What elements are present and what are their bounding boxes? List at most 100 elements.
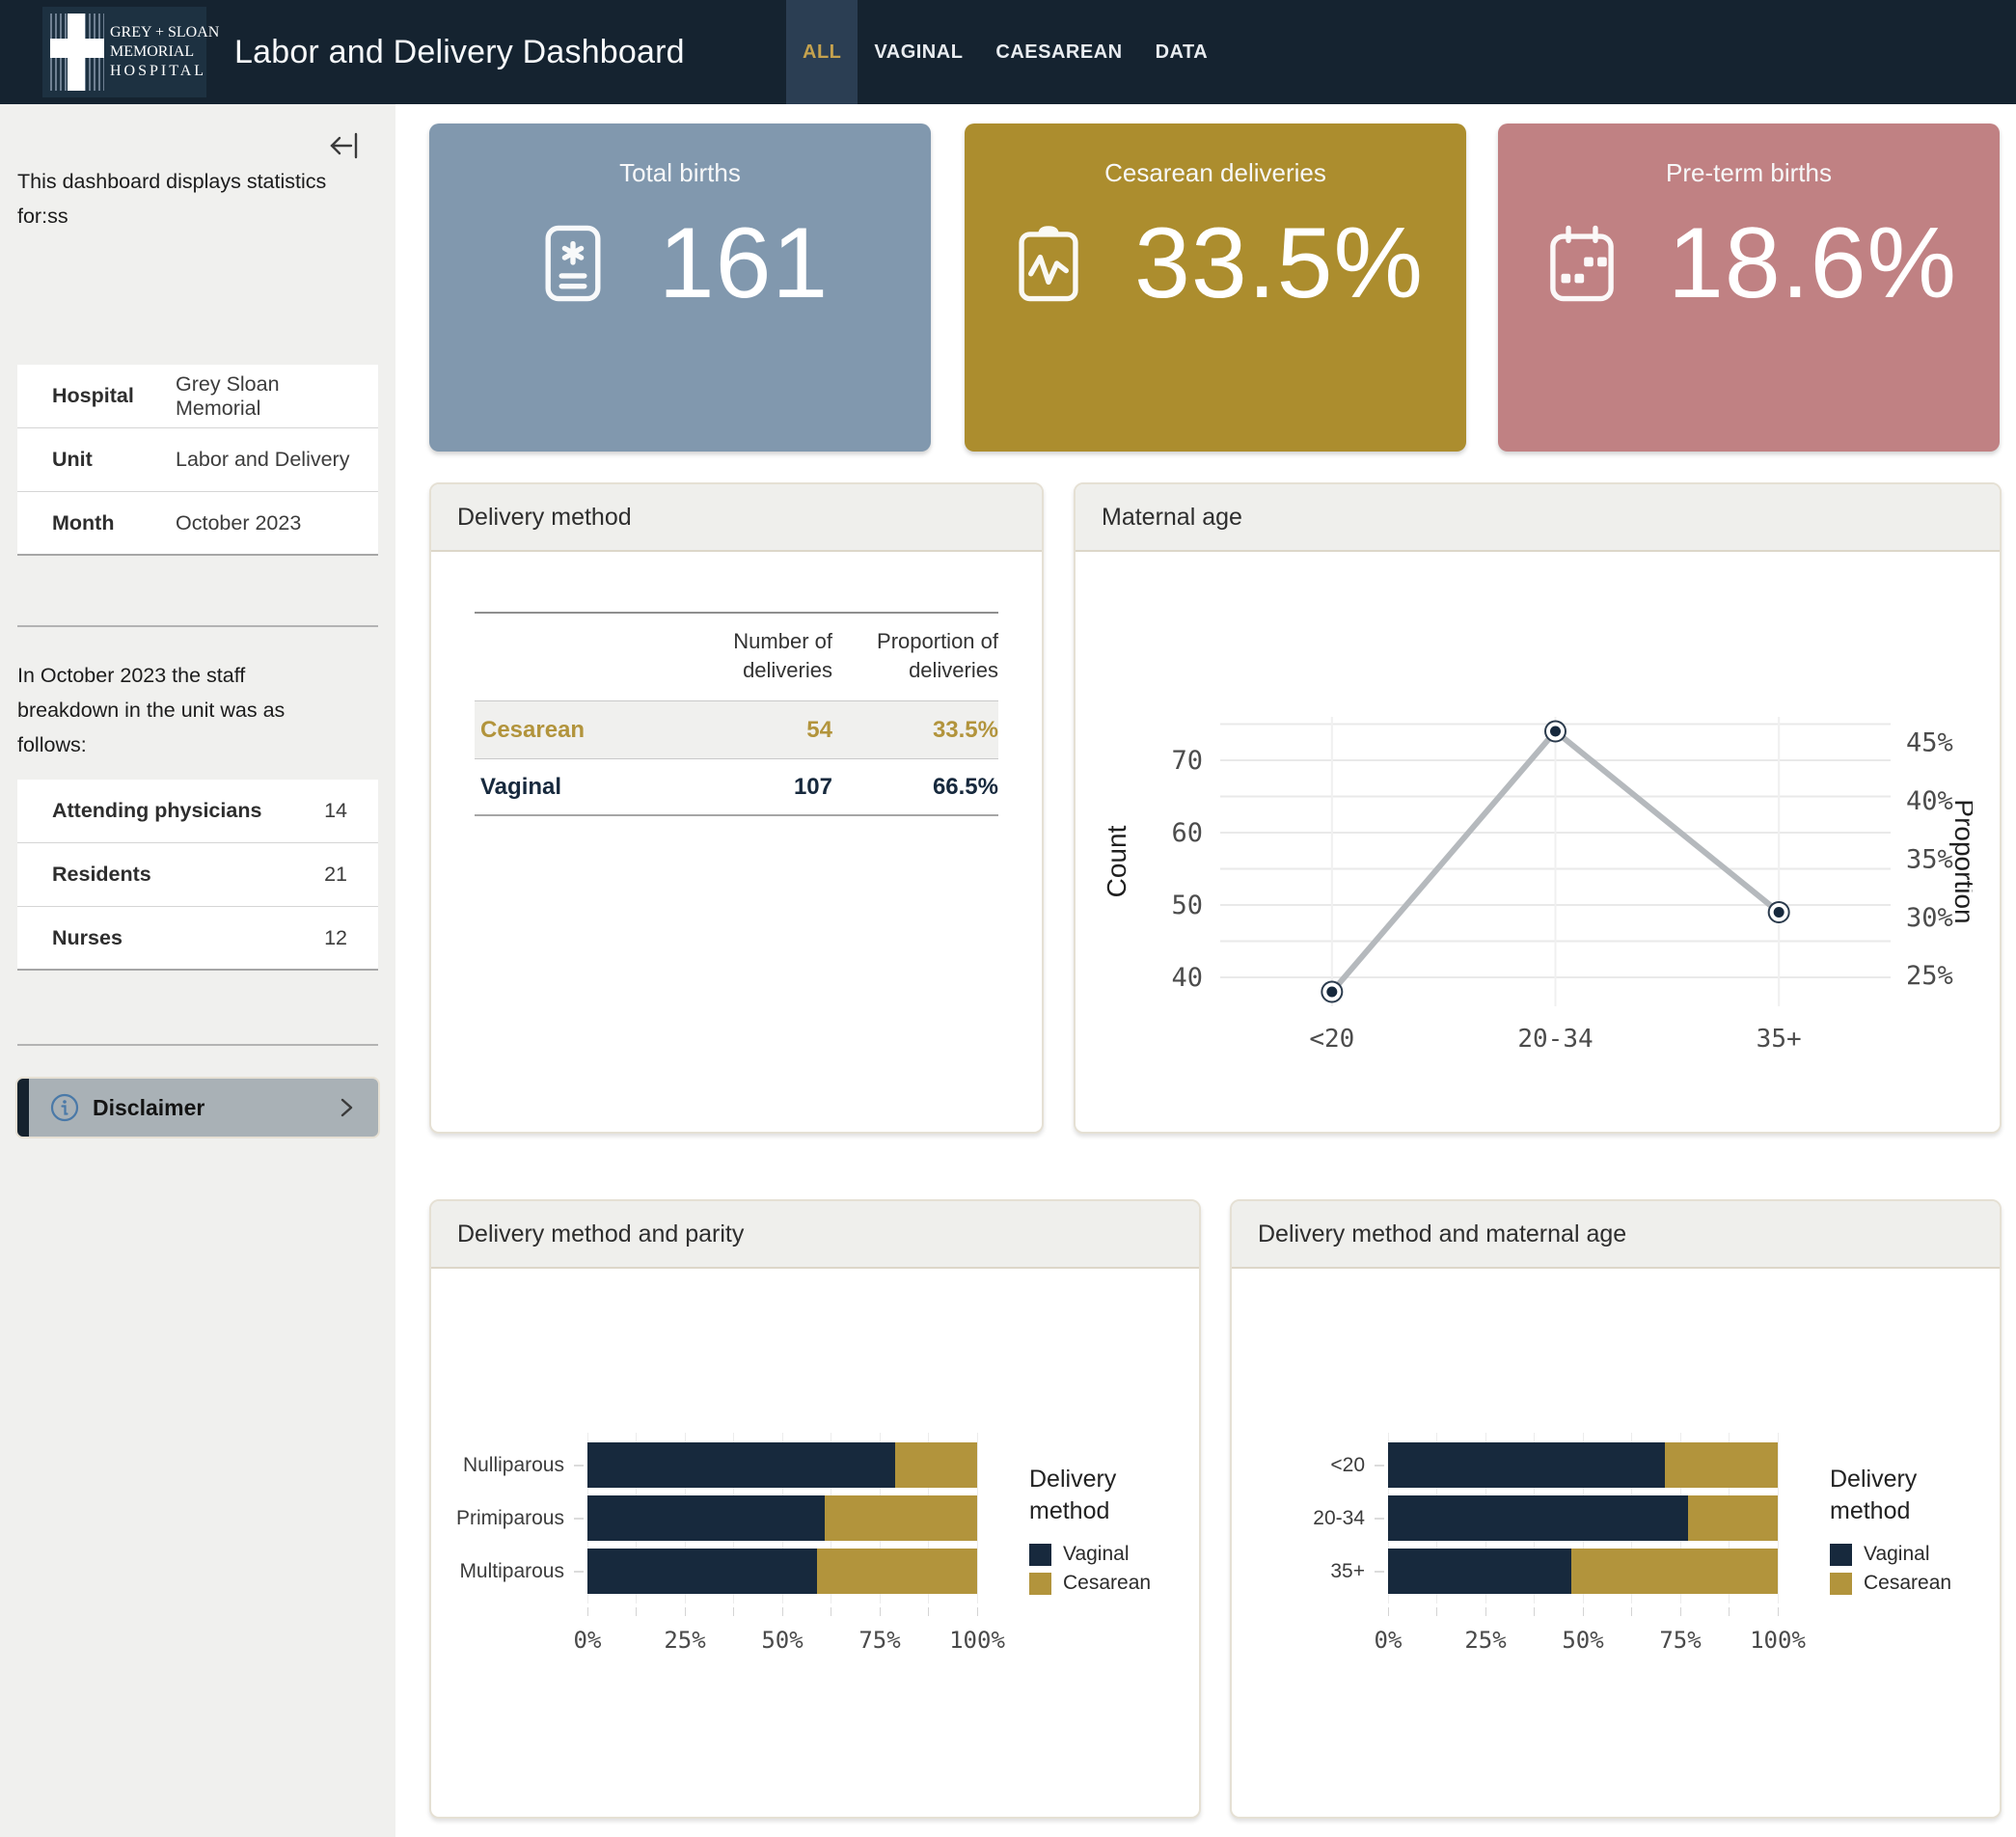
chart-legend: Delivery method Vaginal Cesarean <box>1830 1464 1994 1601</box>
info-label: Month <box>52 510 115 535</box>
panel-title: Delivery method <box>431 484 1042 552</box>
kpi-card-total-births: Total births 161 <box>429 123 931 452</box>
bar-segment-vaginal <box>587 1549 818 1594</box>
legend-swatch <box>1830 1572 1852 1595</box>
chart-legend: Delivery method Vaginal Cesarean <box>1029 1464 1193 1601</box>
nav-tabs: ALL VAGINAL CAESAREAN DATA <box>786 0 1224 104</box>
staff-value: 21 <box>324 863 347 886</box>
parity-stacked-bar-chart: Nulliparous Primiparous Multiparous 0% 25% 50… <box>431 1433 1199 1732</box>
staff-row-nurses: Nurses 12 <box>17 907 378 971</box>
svg-text:60: 60 <box>1171 818 1203 848</box>
panel-delivery-parity: Delivery method and parity Nulliparous Pr… <box>429 1199 1201 1819</box>
table-header-row: Number of deliveries Proportion of deliv… <box>475 612 998 700</box>
svg-text:<20: <20 <box>1309 1025 1354 1054</box>
category-label: Multiparous <box>459 1559 564 1582</box>
bar-segment-cesarean <box>1688 1495 1778 1541</box>
line-chart-svg: 40 50 60 70 25% 30% 35% 40% 45% <20 20-34 35+ Count P… <box>1102 717 1979 1054</box>
delivery-method-table: Number of deliveries Proportion of deliv… <box>475 612 998 816</box>
age-stacked-bar-chart: <20 20-34 35+ 0% 25% 50% 75% 100% Delivery metho… <box>1232 1433 2000 1732</box>
legend-item-cesarean: Cesarean <box>1029 1572 1193 1595</box>
panel-delivery-method: Delivery method Number of deliveries Pro… <box>429 482 1044 1134</box>
panel-maternal-age: Maternal age 40 50 60 70 25% 30% 35% 40% 45% <20 2… <box>1074 482 2002 1134</box>
category-tick <box>1375 1517 1384 1520</box>
category-label: Primiparous <box>455 1506 564 1529</box>
calendar-icon <box>1540 222 1623 305</box>
svg-text:70: 70 <box>1171 746 1203 776</box>
kpi-card-preterm-births: Pre-term births 18.6% <box>1498 123 2000 452</box>
bar-rows: Nulliparous Primiparous Multiparous <box>431 1442 977 1602</box>
staff-value: 14 <box>324 799 347 822</box>
bar-segment-cesarean <box>1664 1442 1778 1488</box>
legend-swatch <box>1029 1572 1051 1595</box>
bar-segment-vaginal <box>587 1495 826 1541</box>
page-title: Labor and Delivery Dashboard <box>234 33 685 70</box>
category-label: <20 <box>1330 1453 1365 1476</box>
info-row-unit: Unit Labor and Delivery <box>17 428 378 492</box>
tab-vaginal[interactable]: VAGINAL <box>874 41 964 63</box>
col-header-number: Number of deliveries <box>733 629 832 682</box>
bar-segment-vaginal <box>1388 1549 1571 1594</box>
svg-text:30%: 30% <box>1906 903 1953 933</box>
category-label: 35+ <box>1330 1559 1365 1582</box>
info-value: Grey Sloan Memorial <box>176 371 280 420</box>
panel-title: Delivery method and parity <box>431 1201 1199 1269</box>
x-tick-label: 25% <box>664 1627 706 1654</box>
tab-data[interactable]: DATA <box>1155 41 1209 63</box>
bar-row: 20-34 <box>1232 1495 1778 1541</box>
kpi-title: Total births <box>619 158 741 187</box>
bar-row: <20 <box>1232 1442 1778 1488</box>
category-tick <box>1375 1570 1384 1573</box>
sidebar: This dashboard displays statistics for:s… <box>0 104 395 1837</box>
bar-segment-cesarean <box>817 1549 977 1594</box>
disclaimer-button[interactable]: Disclaimer <box>15 1077 380 1138</box>
svg-text:20-34: 20-34 <box>1517 1025 1593 1054</box>
logo-line2: MEMORIAL <box>110 43 195 60</box>
x-tick-label: 75% <box>858 1627 901 1654</box>
hospital-cross-icon <box>50 14 104 91</box>
sidebar-collapse-icon[interactable] <box>328 129 361 162</box>
panel-title: Maternal age <box>1076 484 2000 552</box>
sidebar-intro-text: This dashboard displays statistics for:s… <box>17 170 327 228</box>
svg-text:Proportion: Proportion <box>1949 799 1973 923</box>
bar-segment-cesarean <box>825 1495 977 1541</box>
maternal-age-line-chart: 40 50 60 70 25% 30% 35% 40% 45% <20 20-34 35+ Count P… <box>1076 693 2000 1112</box>
disclaimer-label: Disclaimer <box>93 1094 205 1120</box>
top-nav-bar: GREY + SLOAN MEMORIAL HOSPITAL Labor and… <box>0 0 2016 104</box>
category-tick <box>574 1464 584 1467</box>
info-row-hospital: Hospital Grey Sloan Memorial <box>17 365 378 428</box>
x-tick-label: 50% <box>1562 1627 1604 1654</box>
bar-segment-cesarean <box>1570 1549 1778 1594</box>
svg-text:40%: 40% <box>1906 786 1953 816</box>
category-tick <box>574 1517 584 1520</box>
staff-intro-text: In October 2023 the staff breakdown in t… <box>17 664 286 756</box>
info-row-month: Month October 2023 <box>17 492 378 556</box>
stacked-bar <box>587 1442 977 1488</box>
legend-swatch <box>1830 1543 1852 1566</box>
main-content: Total births 161 Cesarean deliveries 33.… <box>395 104 2016 1837</box>
tab-all[interactable]: ALL <box>786 0 858 104</box>
legend-label: Vaginal <box>1864 1543 1930 1565</box>
staff-table: Attending physicians 14 Residents 21 Nur… <box>17 780 378 971</box>
tab-caesarean[interactable]: CAESAREAN <box>995 41 1123 63</box>
clipboard-pulse-icon <box>1007 222 1090 305</box>
logo-line1: GREY + SLOAN <box>110 24 220 41</box>
bar-row: Primiparous <box>431 1495 977 1541</box>
x-tick-label: 50% <box>761 1627 804 1654</box>
x-tick-label: 25% <box>1464 1627 1507 1654</box>
info-label: Hospital <box>52 384 134 407</box>
svg-text:Count: Count <box>1102 825 1131 897</box>
category-tick <box>1375 1464 1384 1467</box>
row-proportion: 66.5% <box>932 773 998 800</box>
x-tick-label: 100% <box>949 1627 1005 1654</box>
legend-label: Cesarean <box>1864 1572 1952 1594</box>
svg-text:25%: 25% <box>1906 961 1953 991</box>
sidebar-divider <box>17 1044 378 1046</box>
bar-segment-cesarean <box>895 1442 977 1488</box>
col-header-proportion: Proportion of deliveries <box>877 629 998 682</box>
x-tick-label: 100% <box>1750 1627 1806 1654</box>
row-label: Vaginal <box>480 773 562 800</box>
bar-row: 35+ <box>1232 1549 1778 1594</box>
info-table: Hospital Grey Sloan Memorial Unit Labor … <box>17 365 378 556</box>
bar-rows: <20 20-34 35+ <box>1232 1442 1778 1602</box>
